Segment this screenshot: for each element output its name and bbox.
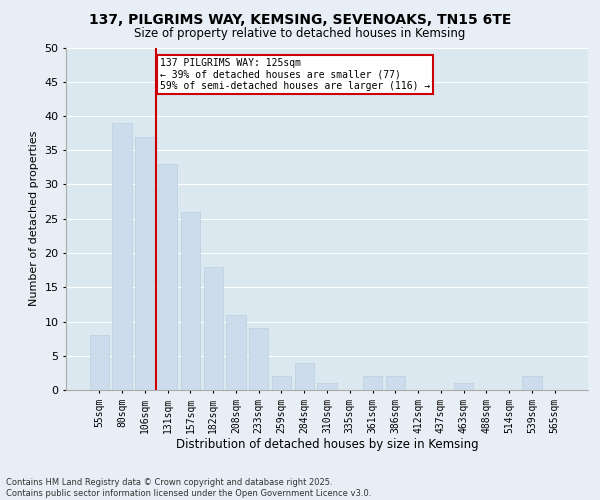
Bar <box>112 123 132 390</box>
Text: 137 PILGRIMS WAY: 125sqm
← 39% of detached houses are smaller (77)
59% of semi-d: 137 PILGRIMS WAY: 125sqm ← 39% of detach… <box>160 58 430 91</box>
Text: Size of property relative to detached houses in Kemsing: Size of property relative to detached ho… <box>134 28 466 40</box>
Bar <box>363 376 382 390</box>
Y-axis label: Number of detached properties: Number of detached properties <box>29 131 38 306</box>
Text: 137, PILGRIMS WAY, KEMSING, SEVENOAKS, TN15 6TE: 137, PILGRIMS WAY, KEMSING, SEVENOAKS, T… <box>89 12 511 26</box>
Bar <box>135 136 155 390</box>
Text: Contains HM Land Registry data © Crown copyright and database right 2025.
Contai: Contains HM Land Registry data © Crown c… <box>6 478 371 498</box>
Bar <box>203 266 223 390</box>
Bar <box>158 164 178 390</box>
Bar <box>90 335 109 390</box>
Bar <box>386 376 405 390</box>
Bar <box>317 383 337 390</box>
Bar <box>295 362 314 390</box>
Bar <box>181 212 200 390</box>
Bar <box>249 328 268 390</box>
Bar <box>522 376 542 390</box>
Bar <box>226 314 245 390</box>
Bar <box>454 383 473 390</box>
X-axis label: Distribution of detached houses by size in Kemsing: Distribution of detached houses by size … <box>176 438 478 452</box>
Bar <box>272 376 291 390</box>
